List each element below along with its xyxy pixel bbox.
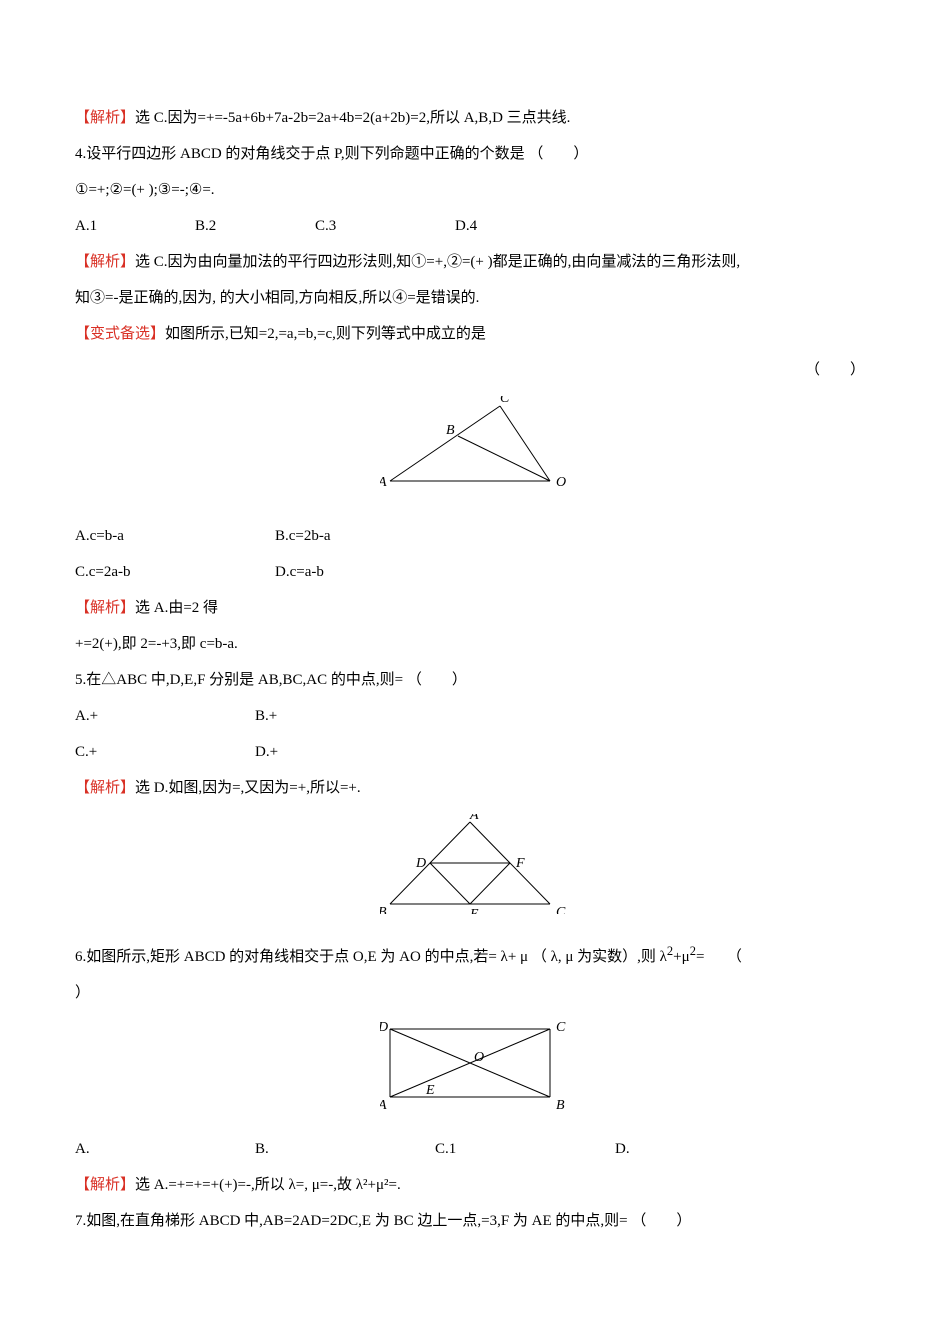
q6-options: A. B. C.1 D. [75, 1131, 875, 1167]
triangle-midpoints: A B C D E F [380, 814, 570, 914]
opt-b: B.c=2b-a [275, 518, 331, 554]
opt-b: B.2 [195, 208, 315, 244]
figure-2: A B C D E F [75, 814, 875, 928]
variant-options-2: C.c=2a-b D.c=a-b [75, 554, 875, 590]
variant-paren: （ ） [75, 352, 875, 388]
svg-text:C: C [500, 396, 510, 406]
analysis-tag: 【解析】 [75, 1177, 135, 1193]
svg-text:A: A [380, 475, 387, 490]
q4-analysis-2: 知③=-是正确的,因为, 的大小相同,方向相反,所以④=是错误的. [75, 280, 875, 316]
svg-text:A: A [469, 814, 479, 823]
q5-analysis: 【解析】选 D.如图,因为=,又因为=+,所以=+. [75, 770, 875, 806]
opt-c: C.c=2a-b [75, 554, 275, 590]
analysis-tag: 【解析】 [75, 110, 135, 126]
svg-text:D: D [380, 1020, 388, 1035]
opt-c: C.3 [315, 208, 455, 244]
opt-c: C.+ [75, 734, 255, 770]
q4-stem: 4.设平行四边形 ABCD 的对角线交于点 P,则下列命题中正确的个数是 （ ） [75, 136, 875, 172]
variant-tag: 【变式备选】 [75, 326, 165, 342]
svg-text:O: O [474, 1050, 484, 1065]
analysis-tag: 【解析】 [75, 600, 135, 616]
opt-b: B.+ [255, 698, 277, 734]
analysis-line-1: 【解析】选 C.因为=+=-5a+6b+7a-2b=2a+4b=2(a+2b)=… [75, 100, 875, 136]
variant-analysis-2: +=2(+),即 2=-+3,即 c=b-a. [75, 626, 875, 662]
q4-items: ①=+;②=(+ );③=-;④=. [75, 172, 875, 208]
svg-text:C: C [556, 905, 566, 914]
svg-text:E: E [425, 1083, 435, 1098]
variant-options-1: A.c=b-a B.c=2b-a [75, 518, 875, 554]
svg-text:D: D [415, 856, 426, 871]
figure-1: A B C O [75, 396, 875, 510]
opt-b: B. [255, 1131, 435, 1167]
opt-d: D.c=a-b [275, 554, 324, 590]
variant-line: 【变式备选】如图所示,已知=2,=a,=b,=c,则下列等式中成立的是 [75, 316, 875, 352]
variant-analysis-1: 【解析】选 A.由=2 得 [75, 590, 875, 626]
svg-text:E: E [469, 907, 479, 914]
svg-text:F: F [515, 856, 525, 871]
svg-text:O: O [556, 475, 566, 490]
figure-3: A B C D E O [75, 1019, 875, 1123]
q4-analysis-1: 【解析】选 C.因为由向量加法的平行四边形法则,知①=+,②=(+ )都是正确的… [75, 244, 875, 280]
q6-stem: 6.如图所示,矩形 ABCD 的对角线相交于点 O,E 为 AO 的中点,若= … [75, 936, 875, 975]
svg-text:B: B [446, 423, 455, 438]
q4-options: A.1 B.2 C.3 D.4 [75, 208, 875, 244]
q5-stem: 5.在△ABC 中,D,E,F 分别是 AB,BC,AC 的中点,则= （ ） [75, 662, 875, 698]
opt-a: A.+ [75, 698, 255, 734]
analysis-tag: 【解析】 [75, 780, 135, 796]
rectangle-diagonals: A B C D E O [380, 1019, 570, 1109]
opt-d: D.4 [455, 208, 477, 244]
svg-text:B: B [380, 905, 387, 914]
opt-a: A.1 [75, 208, 195, 244]
opt-d: D. [615, 1131, 630, 1167]
opt-a: A. [75, 1131, 255, 1167]
q6-analysis: 【解析】选 A.=+=+=+(+)=-,所以 λ=, μ=-,故 λ²+μ²=. [75, 1167, 875, 1203]
svg-text:A: A [380, 1098, 387, 1109]
triangle-abc-o: A B C O [380, 396, 570, 496]
q5-options-1: A.+ B.+ [75, 698, 875, 734]
svg-text:C: C [556, 1020, 566, 1035]
analysis-tag: 【解析】 [75, 254, 135, 270]
svg-text:B: B [556, 1098, 565, 1109]
opt-a: A.c=b-a [75, 518, 275, 554]
opt-d: D.+ [255, 734, 278, 770]
q7-stem: 7.如图,在直角梯形 ABCD 中,AB=2AD=2DC,E 为 BC 边上一点… [75, 1203, 875, 1239]
opt-c: C.1 [435, 1131, 615, 1167]
q6-paren-close: ） [75, 975, 875, 1011]
q5-options-2: C.+ D.+ [75, 734, 875, 770]
